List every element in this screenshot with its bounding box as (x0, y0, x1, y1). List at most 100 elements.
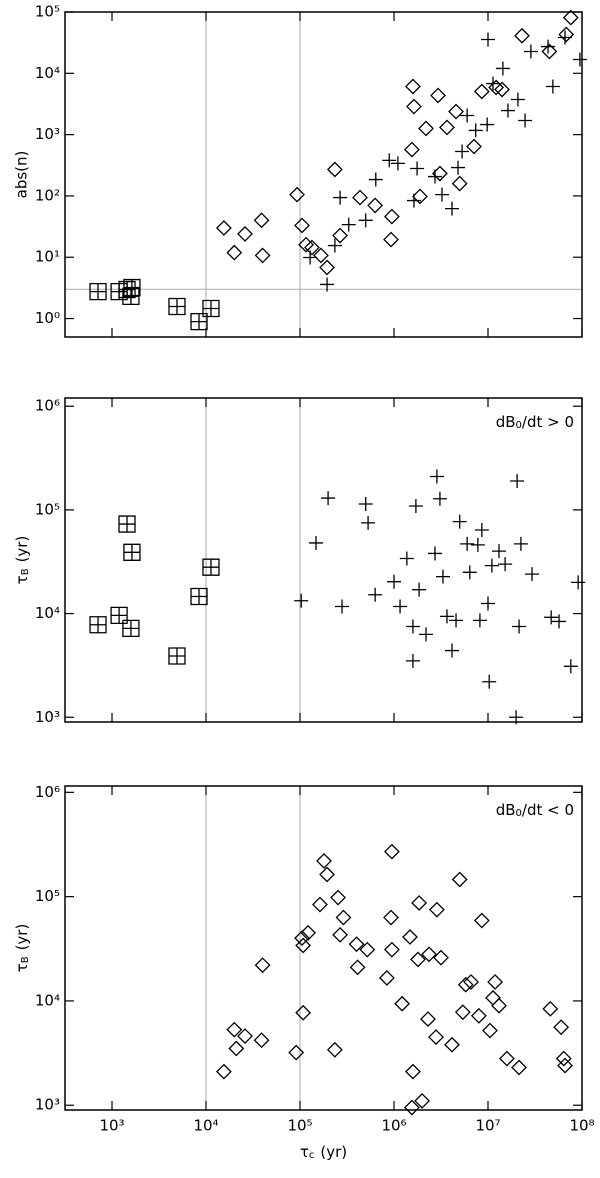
diamond-marker (410, 951, 426, 968)
diamond-marker (439, 119, 455, 136)
diamond-marker (349, 959, 366, 976)
y-tick-label: 10³ (35, 125, 60, 143)
y-tick-label: 10² (35, 186, 60, 204)
annotation: dB0/dt < 0 (496, 801, 574, 820)
diamond-marker (402, 929, 418, 945)
diamond-marker (448, 103, 464, 120)
plus-marker (444, 201, 459, 216)
plus-marker (513, 536, 528, 551)
diamond-marker (359, 941, 376, 958)
plus-marker (368, 172, 383, 187)
plus-marker (544, 610, 559, 625)
x-axis-label-part: τ (300, 1143, 309, 1161)
plus-marker (509, 710, 524, 725)
plus-marker (470, 537, 485, 552)
diamond-marker (383, 208, 400, 225)
diamond-marker (332, 227, 349, 244)
diamond-marker (414, 1092, 431, 1109)
plus-marker (327, 238, 342, 253)
diamond-marker (319, 259, 335, 276)
plus-marker (309, 535, 324, 550)
diamond-marker (348, 936, 365, 953)
diamond-marker (562, 9, 579, 26)
diamond-marker (473, 912, 490, 929)
boxed-plus-marker (110, 606, 128, 625)
y-tick-label: 10⁵ (35, 500, 60, 518)
plus-marker (368, 587, 383, 602)
diamond-marker (294, 930, 310, 947)
plus-marker (455, 144, 470, 159)
diamond-marker (487, 974, 504, 990)
y-axis-label: abs(n) (13, 151, 31, 199)
diamond-marker (466, 138, 482, 155)
plus-marker (563, 659, 578, 674)
diamond-marker (332, 926, 349, 943)
plus-marker (439, 609, 454, 624)
diamond-marker (553, 1019, 570, 1036)
diamond-marker (494, 81, 510, 98)
x-tick-label: 10⁶ (381, 1117, 406, 1135)
plus-marker (492, 544, 507, 559)
y-tick-label: 10³ (35, 708, 60, 726)
boxed-plus-marker (89, 616, 107, 634)
plus-marker (449, 613, 464, 628)
plus-marker (472, 613, 487, 628)
diamond-marker (289, 186, 305, 203)
diamond-marker (228, 1040, 245, 1057)
diamond-marker (253, 1032, 270, 1049)
plus-marker (512, 619, 527, 634)
plus-marker (545, 79, 560, 94)
diamond-marker (295, 1004, 312, 1021)
plus-marker (525, 567, 540, 582)
diamond-marker (421, 946, 437, 963)
diamond-marker (491, 997, 507, 1014)
annotation-part: /dt < 0 (522, 801, 574, 819)
diamond-marker (298, 236, 314, 253)
plus-marker (434, 187, 449, 202)
diamond-marker (237, 226, 253, 242)
plus-marker (444, 643, 459, 658)
plus-marker (408, 499, 423, 514)
diamond-marker (405, 1063, 421, 1080)
diamond-marker (430, 87, 446, 104)
annotation-part: 0 (516, 420, 522, 431)
y-tick-label: 10⁵ (35, 887, 60, 905)
diamond-marker (511, 1059, 527, 1076)
diamond-marker (330, 889, 346, 906)
diamond-marker (488, 79, 505, 96)
plus-marker (361, 515, 376, 530)
plus-marker (460, 108, 475, 123)
diamond-marker (326, 1041, 343, 1058)
diamond-marker (541, 43, 558, 60)
plus-marker (510, 473, 525, 488)
y-axis-label-part: B (20, 568, 31, 575)
y-tick-label: 10⁶ (35, 783, 60, 801)
plus-marker (412, 582, 427, 597)
diamond-marker (226, 1021, 243, 1038)
diamond-marker (463, 974, 479, 990)
boxed-plus-marker (123, 543, 141, 561)
annotation-part: dB (496, 801, 516, 819)
diamond-marker (405, 78, 421, 95)
diamond-marker (451, 871, 468, 888)
diamond-marker (378, 970, 395, 986)
diamond-marker (288, 1044, 305, 1061)
plus-marker (341, 217, 356, 232)
diamond-marker (294, 217, 310, 234)
y-tick-label: 10⁶ (35, 397, 60, 415)
boxed-plus-marker (202, 299, 220, 318)
diamond-marker (514, 27, 530, 44)
boxed-plus-marker (202, 558, 220, 576)
diamond-marker (313, 247, 329, 264)
y-axis-label-part: B (20, 956, 31, 963)
diamond-marker (411, 895, 428, 911)
diamond-marker (420, 1011, 436, 1027)
diamond-marker (444, 1036, 460, 1053)
plus-marker (523, 44, 538, 59)
diamond-marker (428, 1029, 444, 1046)
diamond-marker (253, 212, 270, 229)
diamond-marker (295, 937, 312, 954)
boxed-plus-marker (190, 312, 208, 331)
y-tick-label: 10⁴ (35, 64, 60, 82)
annotation-part: /dt > 0 (522, 413, 574, 431)
